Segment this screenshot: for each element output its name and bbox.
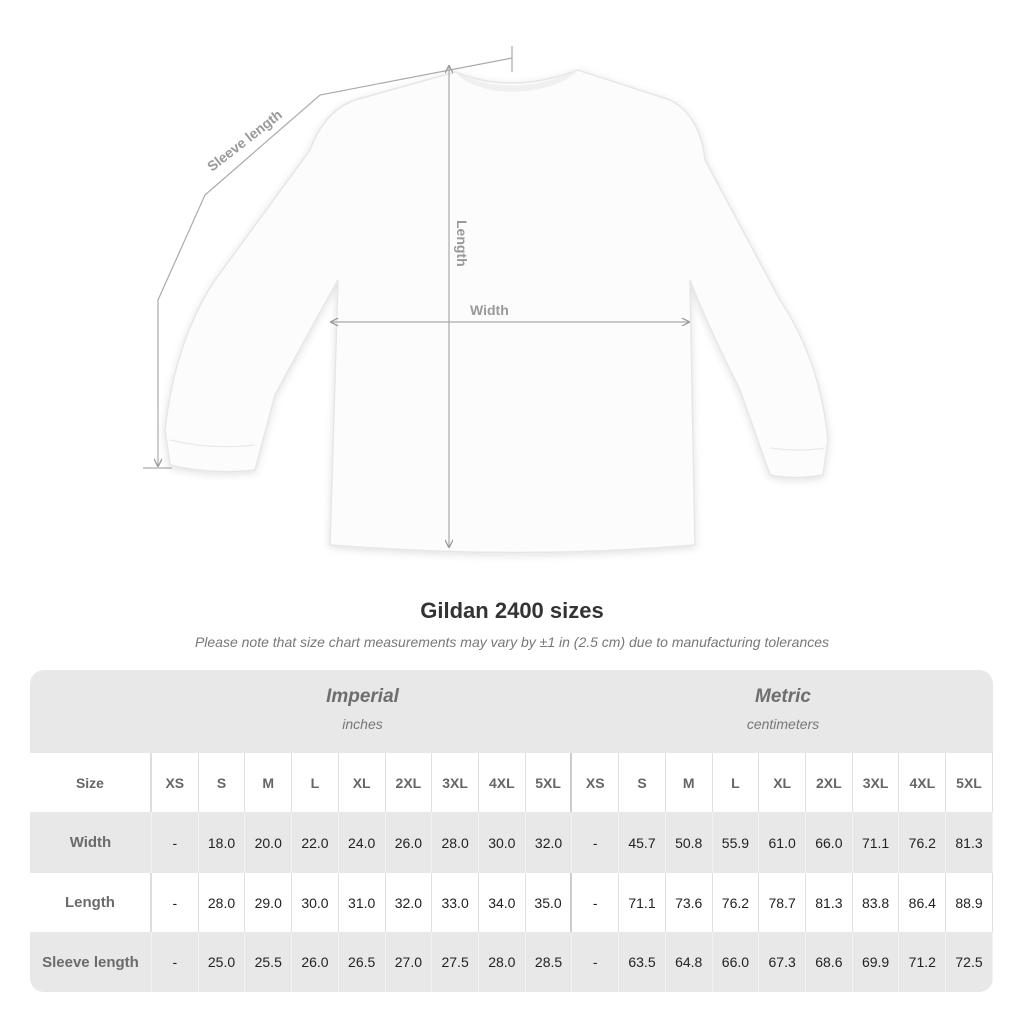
size-header-cell: 3XL xyxy=(853,753,900,812)
size-header-cell: M xyxy=(666,753,713,812)
value-cell: 86.4 xyxy=(899,873,947,932)
value-cell: 22.0 xyxy=(292,812,339,873)
value-cell: 76.2 xyxy=(713,873,760,932)
sleeve-length-label: Sleeve length xyxy=(204,106,285,174)
imperial-group: Imperial inches xyxy=(152,686,573,732)
metric-title: Metric xyxy=(755,686,811,707)
width-label: Width xyxy=(470,302,509,318)
sleeve-measure-line xyxy=(143,46,513,469)
value-cell: 28.5 xyxy=(526,932,573,992)
size-header-cell: S xyxy=(199,753,246,812)
size-header-cell: 4XL xyxy=(899,753,947,812)
metric-group: Metric centimeters xyxy=(573,686,993,732)
unit-header: Imperial inches Metric centimeters xyxy=(30,670,993,753)
value-cell: 25.5 xyxy=(245,932,293,992)
value-cell: - xyxy=(152,932,199,992)
value-cell: 71.1 xyxy=(853,812,900,873)
value-cell: 78.7 xyxy=(759,873,806,932)
table-row: Width -18.0 20.0 22.0 24.0 26.0 28.0 30.0 32.0-4… xyxy=(30,812,993,873)
size-table: Imperial inches Metric centimeters Size X… xyxy=(30,670,993,992)
table-row: Sleeve length -25.0 25.5 26.0 26.5 27.0 27.5 28… xyxy=(30,932,993,992)
size-header-cell: XL xyxy=(759,753,806,812)
value-cell: 27.0 xyxy=(386,932,433,992)
long-sleeve-tshirt xyxy=(164,69,829,554)
value-cell: 26.0 xyxy=(386,812,433,873)
value-cell: - xyxy=(572,812,620,873)
size-header-row: Size XS S M L XL 2XL 3XL 4XL 5XL XS S M L XL 2XL 3XL 4XL 5… xyxy=(30,753,993,812)
value-cell: 76.2 xyxy=(899,812,947,873)
size-header-cell: L xyxy=(713,753,760,812)
size-header-cell: XL xyxy=(339,753,386,812)
value-cell: 63.5 xyxy=(619,932,666,992)
value-cell: 61.0 xyxy=(759,812,806,873)
value-cell: 35.0 xyxy=(526,873,573,932)
value-cell: 26.0 xyxy=(292,932,339,992)
size-header-cell: 5XL xyxy=(946,753,993,812)
value-cell: 69.9 xyxy=(853,932,900,992)
tolerance-note: Please note that size chart measurements… xyxy=(194,634,830,650)
value-cell: 30.0 xyxy=(292,873,339,932)
size-header-cell: 3XL xyxy=(432,753,479,812)
size-header-cell: 2XL xyxy=(386,753,433,812)
value-cell: 81.3 xyxy=(946,812,993,873)
value-cell: 25.0 xyxy=(199,932,246,992)
length-label: Length xyxy=(454,220,470,267)
value-cell: 66.0 xyxy=(806,812,853,873)
value-cell: 32.0 xyxy=(386,873,433,932)
value-cell: 45.7 xyxy=(619,812,666,873)
size-header-cell: XS xyxy=(152,753,199,812)
row-label: Size xyxy=(30,753,152,812)
value-cell: 50.8 xyxy=(666,812,713,873)
value-cell: 30.0 xyxy=(479,812,526,873)
value-cell: 28.0 xyxy=(479,932,526,992)
value-cell: 34.0 xyxy=(479,873,526,932)
row-label: Width xyxy=(30,812,152,873)
size-header-cell: 2XL xyxy=(806,753,853,812)
value-cell: 28.0 xyxy=(432,812,479,873)
value-cell: 55.9 xyxy=(713,812,760,873)
value-cell: 28.0 xyxy=(199,873,246,932)
value-cell: 71.2 xyxy=(899,932,947,992)
value-cell: 20.0 xyxy=(245,812,293,873)
value-cell: 24.0 xyxy=(339,812,386,873)
table-row: Length -28.0 29.0 30.0 31.0 32.0 33.0 34.0 35.0-… xyxy=(30,873,993,932)
imperial-title: Imperial xyxy=(326,686,399,707)
value-cell: - xyxy=(572,873,620,932)
value-cell: - xyxy=(152,873,199,932)
value-cell: 31.0 xyxy=(339,873,386,932)
page-title: Gildan 2400 sizes xyxy=(420,598,604,623)
value-cell: 71.1 xyxy=(619,873,666,932)
value-cell: 26.5 xyxy=(339,932,386,992)
value-cell: 68.6 xyxy=(806,932,853,992)
value-cell: 27.5 xyxy=(432,932,479,992)
size-header-cell: 4XL xyxy=(479,753,526,812)
value-cell: 88.9 xyxy=(946,873,993,932)
value-cell: 72.5 xyxy=(946,932,993,992)
value-cell: 73.6 xyxy=(666,873,713,932)
value-cell: 67.3 xyxy=(759,932,806,992)
row-label: Sleeve length xyxy=(30,932,152,992)
imperial-unit: inches xyxy=(342,716,383,732)
value-cell: 18.0 xyxy=(199,812,246,873)
value-cell: 29.0 xyxy=(245,873,293,932)
value-cell: 33.0 xyxy=(432,873,479,932)
value-cell: - xyxy=(152,812,199,873)
size-header-cell: XS xyxy=(572,753,620,812)
shirt-diagram: Sleeve length Length Width xyxy=(143,46,829,554)
row-label: Length xyxy=(30,873,152,932)
value-cell: 66.0 xyxy=(713,932,760,992)
value-cell: 64.8 xyxy=(666,932,713,992)
size-header-cell: S xyxy=(619,753,666,812)
metric-unit: centimeters xyxy=(746,716,820,732)
size-header-cell: 5XL xyxy=(526,753,573,812)
value-cell: 81.3 xyxy=(806,873,853,932)
size-header-cell: M xyxy=(245,753,293,812)
value-cell: 83.8 xyxy=(853,873,900,932)
value-cell: - xyxy=(572,932,620,992)
size-header-cell: L xyxy=(292,753,339,812)
value-cell: 32.0 xyxy=(526,812,573,873)
